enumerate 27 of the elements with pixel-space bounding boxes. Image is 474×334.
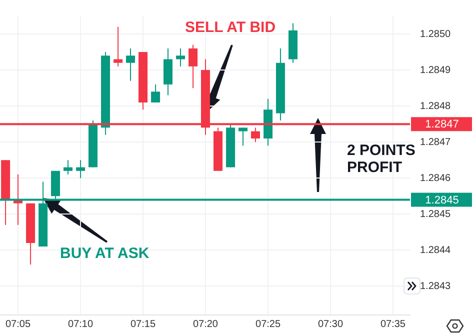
y-tick-label: 1.2845 <box>420 208 452 220</box>
x-tick-label: 07:05 <box>5 318 31 330</box>
x-tick-label: 07:20 <box>192 318 218 330</box>
y-tick-label: 1.2847 <box>420 136 452 148</box>
y-tick-label: 1.2844 <box>420 244 452 256</box>
y-tick-label: 1.2850 <box>420 28 452 40</box>
x-tick-label: 07:30 <box>318 318 344 330</box>
candlestick <box>76 160 86 179</box>
candlestick <box>176 48 186 67</box>
candlestick <box>238 127 248 146</box>
x-tick-label: 07:35 <box>380 318 406 330</box>
y-tick-label: 1.2843 <box>420 280 452 292</box>
y-tick-label: 1.2848 <box>420 100 452 112</box>
candlestick <box>151 84 160 103</box>
x-tick-label: 07:15 <box>130 318 156 330</box>
y-tick-label: 1.2849 <box>420 64 452 76</box>
candlestick <box>114 26 123 67</box>
candlestick <box>126 48 135 82</box>
candlestick <box>188 44 198 89</box>
candlestick <box>251 127 260 143</box>
annotation: BUY AT ASK <box>60 245 150 262</box>
x-tick-label: 07:10 <box>68 318 94 330</box>
annotation: 2 POINTS PROFIT <box>347 142 416 176</box>
annotation: SELL AT BID <box>185 19 276 36</box>
y-tick-label: 1.2846 <box>420 172 452 184</box>
x-tick-label: 07:25 <box>256 318 281 330</box>
candlestick <box>64 160 73 176</box>
